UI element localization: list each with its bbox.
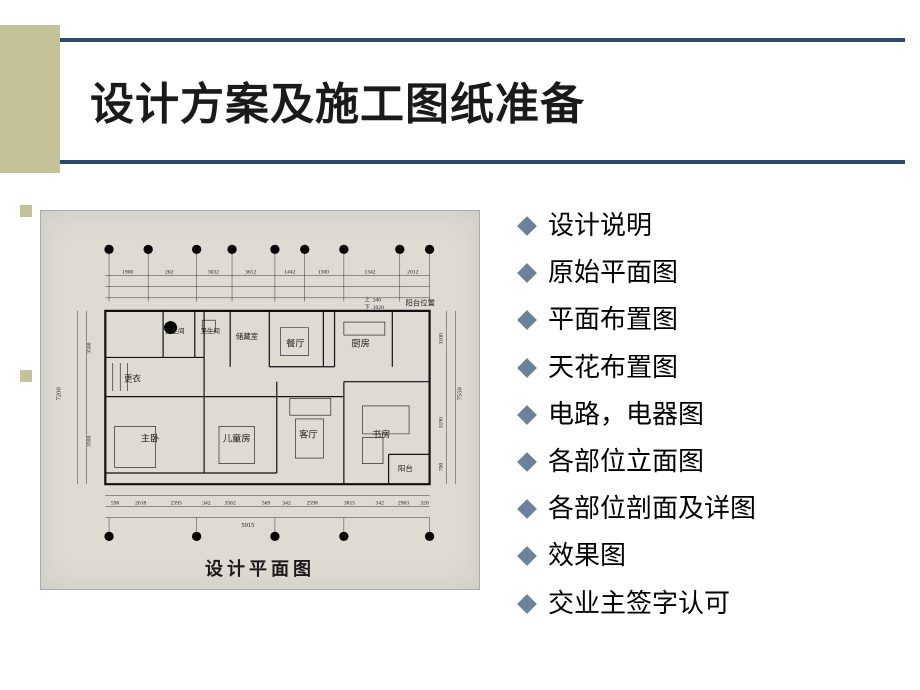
svg-text:餐厅: 餐厅 [286,337,305,349]
svg-text:书房: 书房 [372,429,391,441]
dim-sides: 7200 3500 3500 7550 3100 3190 700 [56,311,464,484]
list-item: 各部位剖面及详图 [520,493,756,524]
svg-text:342: 342 [282,501,291,507]
svg-text:320: 320 [420,501,429,507]
svg-text:5915: 5915 [241,522,254,529]
svg-text:3612: 3612 [245,270,256,276]
bullet-text: 原始平面图 [548,257,678,288]
bullet-text: 效果图 [548,540,626,571]
svg-text:儿童房: 儿童房 [223,432,251,444]
svg-text:3500: 3500 [86,342,92,353]
room-labels: 主卧 儿童房 客厅 书房 厨房 餐厅 储藏室 卫生间 卫生间 更衣 阳台 [124,326,413,473]
svg-text:1442: 1442 [284,270,295,276]
bullet-diamond-icon [517,546,537,566]
bullet-text: 平面布置图 [548,304,678,335]
bullet-diamond-icon [517,452,537,472]
dim-top: 1900 262 3032 3612 1442 1300 1342 2012 [105,270,429,298]
svg-text:262: 262 [165,270,174,276]
list-item: 平面布置图 [520,304,756,335]
bullet-text: 交业主签字认可 [548,588,730,619]
svg-text:1900: 1900 [122,270,133,276]
title-underline-rule [60,160,905,164]
accent-square-1 [20,205,32,217]
svg-text:569: 569 [262,501,271,507]
list-item: 天花布置图 [520,352,756,383]
svg-text:342: 342 [202,501,211,507]
list-item: 原始平面图 [520,257,756,288]
accent-square-2 [20,370,32,382]
list-item: 各部位立面图 [520,446,756,477]
svg-text:3190: 3190 [439,417,445,428]
svg-text:2963: 2963 [398,501,409,507]
svg-text:3562: 3562 [225,501,236,507]
svg-text:卫生间: 卫生间 [165,326,185,335]
bullet-diamond-icon [517,405,537,425]
svg-text:3032: 3032 [208,270,219,276]
svg-text:2393: 2393 [171,501,182,507]
bullet-text: 各部位立面图 [548,446,704,477]
balcony-note: 阳台位置 [405,297,435,307]
svg-text:更衣: 更衣 [124,374,141,384]
bullet-list: 设计说明 原始平面图 平面布置图 天花布置图 电路，电器图 各部位立面图 各部位… [520,210,756,650]
bullet-diamond-icon [517,263,537,283]
bullet-text: 电路，电器图 [548,399,704,430]
floorplan-drawing: 1900 262 3032 3612 1442 1300 1342 2012 [55,233,465,549]
bullet-text: 天花布置图 [548,352,678,383]
list-item: 设计说明 [520,210,756,241]
column-grid [104,245,434,302]
svg-text:2618: 2618 [135,501,146,507]
bullet-diamond-icon [517,310,537,330]
list-item: 电路，电器图 [520,399,756,430]
svg-text:主卧: 主卧 [141,432,160,444]
bullet-text: 设计说明 [548,210,652,241]
bullet-text: 各部位剖面及详图 [548,493,756,524]
bullet-diamond-icon [517,594,537,614]
svg-text:7200: 7200 [56,387,63,401]
level-note-1: 上 .340 [364,296,381,304]
floorplan-photo: 1900 262 3032 3612 1442 1300 1342 2012 [40,210,480,590]
dim-bottom: 590 2618 2393 342 3562 569 342 2598 3815… [104,495,434,541]
content-area: 1900 262 3032 3612 1442 1300 1342 2012 [40,210,880,650]
level-note-2: 下 .1020 [364,304,384,311]
svg-text:储藏室: 储藏室 [236,331,259,341]
svg-text:3100: 3100 [439,333,445,344]
svg-text:阳台: 阳台 [398,463,413,473]
list-item: 交业主签字认可 [520,588,756,619]
svg-text:2012: 2012 [407,270,418,276]
svg-text:700: 700 [439,463,445,472]
outer-wall [105,311,429,484]
top-rule [60,38,905,42]
svg-text:342: 342 [376,501,385,507]
svg-text:2598: 2598 [307,501,318,507]
svg-text:客厅: 客厅 [299,429,318,441]
svg-text:1300: 1300 [318,270,329,276]
bullet-diamond-icon [517,499,537,519]
bullet-diamond-icon [517,358,537,378]
floorplan-caption: 设计平面图 [205,555,315,581]
interior-walls [105,311,429,484]
title-accent-block [0,25,60,173]
svg-text:厨房: 厨房 [351,337,370,349]
slide-title: 设计方案及施工图纸准备 [90,68,585,132]
list-item: 效果图 [520,540,756,571]
svg-text:3815: 3815 [344,501,355,507]
svg-text:卫生间: 卫生间 [200,326,220,335]
svg-text:1342: 1342 [364,270,375,276]
svg-text:3500: 3500 [86,436,92,447]
svg-text:7550: 7550 [456,387,463,401]
bullet-diamond-icon [517,216,537,236]
svg-text:590: 590 [111,501,120,507]
